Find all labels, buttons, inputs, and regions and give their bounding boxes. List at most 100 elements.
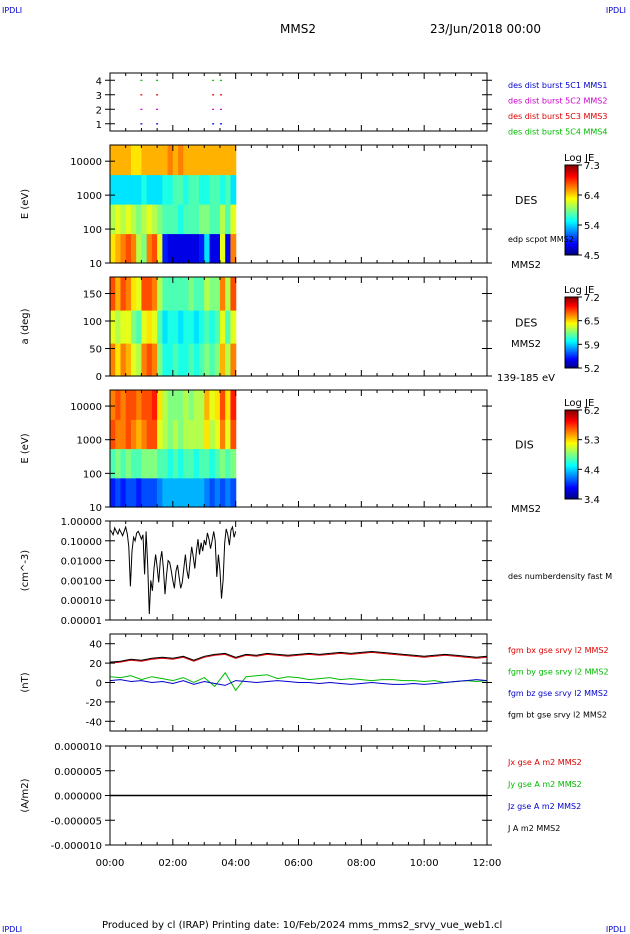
heatmap-cell (110, 204, 116, 235)
heatmap-cell (204, 448, 211, 479)
panel-label: DIS (515, 439, 534, 452)
heatmap-cell (120, 233, 127, 264)
corner-label-bottom-left: IPDLI (2, 925, 23, 934)
heatmap-cell (172, 448, 179, 479)
heatmap-cell (115, 204, 122, 235)
heatmap-cell (120, 277, 127, 311)
heatmap-cell (188, 233, 195, 264)
heatmap-cell (110, 310, 116, 344)
burst-marker (156, 94, 159, 96)
heatmap-cell (162, 145, 169, 176)
data-fill-layer (110, 145, 237, 508)
heatmap-cell (125, 204, 132, 235)
heatmap-cell (178, 145, 184, 176)
y-axis-label: E (eV) (20, 433, 31, 463)
heatmap-cell (162, 277, 169, 311)
heatmap-cell (130, 448, 137, 479)
heatmap-cell (225, 310, 232, 344)
heatmap-cell (130, 477, 137, 508)
heatmap-cell (162, 390, 169, 420)
colorbar-tick-label: 5.3 (584, 436, 600, 447)
heatmap-cell (209, 174, 216, 205)
heatmap-cell (214, 448, 221, 479)
heatmap-cell (120, 204, 127, 235)
heatmap-cell (157, 419, 163, 450)
y-tick-label: 40 (89, 640, 102, 651)
heatmap-cell (214, 310, 221, 344)
y-tick-label: 0.00100 (61, 576, 102, 587)
heatmap-cell (157, 477, 163, 508)
y-tick-label: 100 (83, 469, 102, 480)
heatmap-cell (125, 310, 132, 344)
heatmap-cell (219, 145, 226, 176)
burst-marker (219, 123, 222, 125)
heatmap-cell (136, 477, 143, 508)
text-layer: 1 2 3 4 des dist burst 5C1 MMS1 des dist burs… (20, 76, 612, 869)
heatmap-cell (136, 448, 143, 479)
heatmap-cell (146, 145, 153, 176)
legend-entry: fgm by gse srvy l2 MMS2 (508, 668, 609, 677)
heatmap-cell (141, 204, 148, 235)
colorbar-tick-label: 5.4 (584, 221, 600, 232)
heatmap-cell (162, 343, 169, 377)
heatmap-cell (157, 204, 163, 235)
heatmap-cell (204, 477, 211, 508)
heatmap-cell (183, 477, 190, 508)
legend-entry: Jz gse A m2 MMS2 (507, 802, 581, 811)
burst-marker (212, 79, 215, 81)
heatmap-cell (219, 174, 226, 205)
y-tick-label: 10 (89, 259, 102, 270)
heatmap-cell (125, 419, 132, 450)
heatmap-cell (162, 233, 169, 264)
burst-marker (212, 123, 215, 125)
heatmap-cell (172, 277, 179, 311)
heatmap-cell (225, 343, 232, 377)
heatmap-cell (209, 310, 216, 344)
heatmap-cell (193, 343, 200, 377)
heatmap-cell (110, 419, 116, 450)
heatmap-cell (130, 174, 137, 205)
heatmap-cell (115, 174, 122, 205)
heatmap-cell (178, 204, 184, 235)
y-tick-label: 0.000005 (54, 767, 102, 778)
colorbar-title: Log JE (564, 153, 594, 164)
heatmap-cell (120, 145, 127, 176)
y-axis-label: (nT) (20, 672, 31, 692)
legend-entry: des dist burst 5C4 MMS4 (508, 128, 607, 137)
heatmap-cell (120, 419, 127, 450)
y-tick-label: 0.000010 (54, 742, 102, 753)
y-tick-label: 1000 (77, 436, 102, 447)
heatmap-cell (151, 477, 158, 508)
heatmap-cell (167, 145, 174, 176)
heatmap-cell (172, 233, 179, 264)
heatmap-cell (130, 390, 137, 420)
heatmap-cell (193, 310, 200, 344)
heatmap-cell (204, 145, 211, 176)
heatmap-cell (225, 277, 232, 311)
heatmap-cell (178, 277, 184, 311)
heatmap-cell (125, 448, 132, 479)
heatmap-cell (230, 204, 237, 235)
x-tick-label: 10:00 (410, 858, 439, 869)
heatmap-cell (178, 419, 184, 450)
heatmap-cell (167, 233, 174, 264)
page-title: MMS2 (280, 22, 316, 36)
colorbar (564, 164, 579, 256)
heatmap-cell (136, 233, 143, 264)
corner-label-top-left: IPDLI (2, 6, 23, 15)
heatmap-cell (183, 174, 190, 205)
heatmap-cell (136, 419, 143, 450)
heatmap-cell (110, 233, 116, 264)
heatmap-cell (157, 145, 163, 176)
heatmap-cell (136, 310, 143, 344)
heatmap-cell (167, 277, 174, 311)
heatmap-cell (209, 204, 216, 235)
heatmap-cell (225, 390, 232, 420)
heatmap-cell (199, 477, 205, 508)
heatmap-cell (151, 174, 158, 205)
heatmap-cell (193, 204, 200, 235)
corner-label-bottom-right: IPDLI (605, 925, 626, 934)
heatmap-cell (162, 477, 169, 508)
heatmap-cell (214, 174, 221, 205)
